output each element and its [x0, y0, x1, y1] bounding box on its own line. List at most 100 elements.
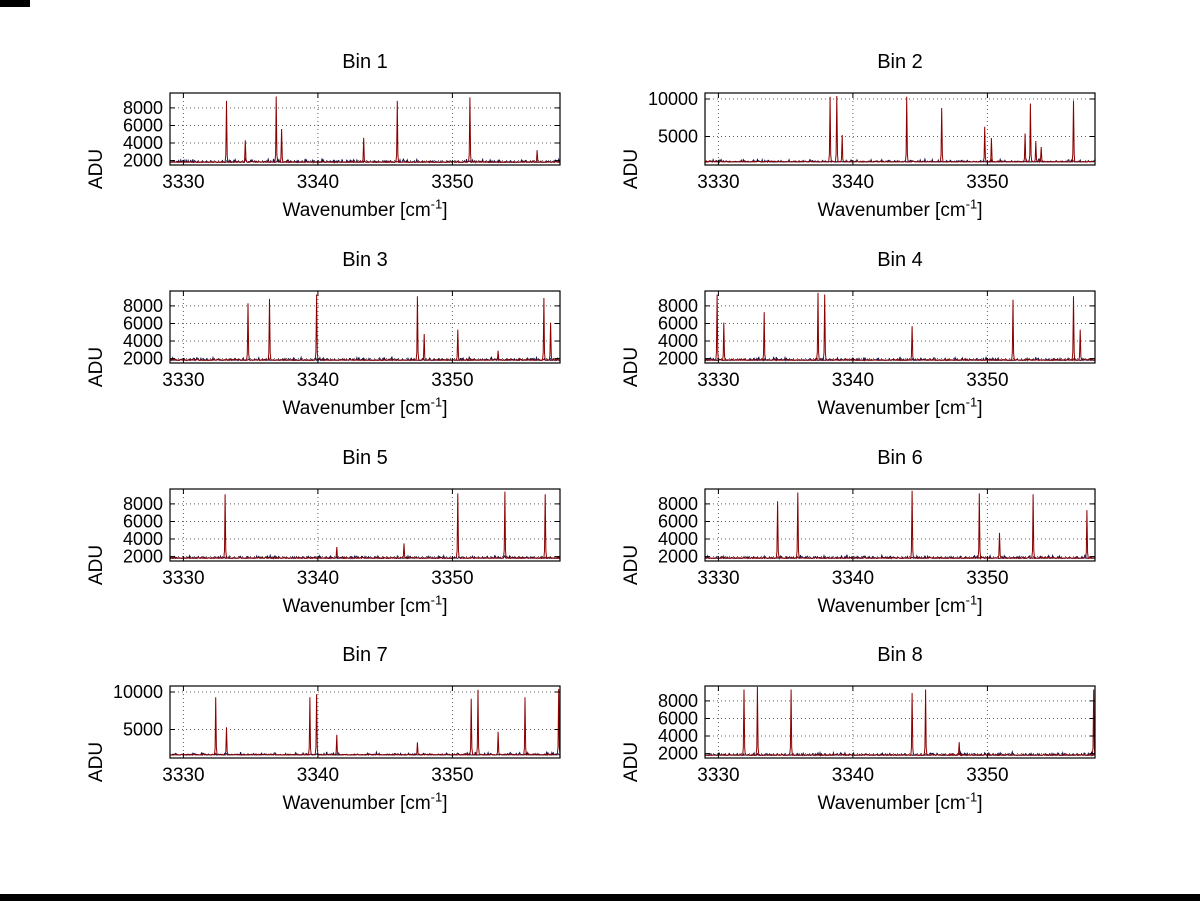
plot-title-bin-3: Bin 3 [342, 249, 388, 271]
svg-text:4000: 4000 [123, 133, 163, 153]
svg-text:8000: 8000 [123, 494, 163, 514]
svg-text:10000: 10000 [648, 90, 698, 109]
x-axis-label-end: ] [442, 793, 448, 814]
svg-text:3350: 3350 [966, 172, 1008, 193]
svg-text:5000: 5000 [123, 720, 163, 740]
x-axis-label-superscript: -1 [965, 196, 978, 212]
x-axis-label-end: ] [977, 398, 983, 419]
plot-title-bin-2: Bin 2 [877, 51, 923, 73]
svg-text:3330: 3330 [162, 765, 204, 786]
svg-text:2000: 2000 [123, 547, 163, 567]
svg-text:3350: 3350 [431, 370, 473, 391]
svg-text:3330: 3330 [162, 370, 204, 391]
x-axis-label-superscript: -1 [430, 394, 443, 410]
svg-text:3340: 3340 [832, 370, 874, 391]
svg-text:2000: 2000 [658, 547, 698, 567]
x-axis-label: Wavenumber [cm-1] [705, 592, 1095, 618]
x-axis-label-end: ] [442, 200, 448, 221]
x-axis-label-end: ] [442, 398, 448, 419]
svg-text:6000: 6000 [123, 116, 163, 136]
x-axis-label-superscript: -1 [965, 592, 978, 608]
subplot-bin-2: Bin 2 ADU 3330 3340 3350 5000 10000 Wavenumb… [610, 50, 1120, 248]
svg-text:2000: 2000 [658, 744, 698, 764]
svg-text:3340: 3340 [832, 172, 874, 193]
svg-text:6000: 6000 [123, 314, 163, 334]
svg-text:3340: 3340 [832, 765, 874, 786]
subplot-bin-8: Bin 8 ADU 3330 3340 3350 2000 4000 6000 8000 W… [610, 643, 1120, 841]
plot-title-bin-4: Bin 4 [877, 249, 923, 271]
axes-bin-7: 3330 3340 3350 5000 10000 [113, 683, 561, 786]
svg-text:3330: 3330 [697, 172, 739, 193]
svg-text:3340: 3340 [297, 172, 339, 193]
plot-title-bin-8: Bin 8 [877, 644, 923, 666]
svg-text:3340: 3340 [297, 568, 339, 589]
svg-text:4000: 4000 [658, 331, 698, 351]
axes-bin-2: 3330 3340 3350 5000 10000 [648, 90, 1096, 193]
svg-text:6000: 6000 [658, 314, 698, 334]
svg-text:3330: 3330 [697, 568, 739, 589]
svg-text:5000: 5000 [658, 127, 698, 147]
svg-text:6000: 6000 [123, 512, 163, 532]
subplot-bin-1: Bin 1 ADU 3330 3340 3350 2000 4000 6000 8000 W… [75, 50, 585, 248]
x-axis-label-superscript: -1 [965, 394, 978, 410]
svg-text:3330: 3330 [697, 370, 739, 391]
x-axis-label-text: Wavenumber [cm [282, 200, 431, 221]
plot-title-bin-7: Bin 7 [342, 644, 388, 666]
plot-title-bin-5: Bin 5 [342, 447, 388, 469]
x-axis-label-text: Wavenumber [cm [817, 596, 966, 617]
x-axis-label-end: ] [977, 793, 983, 814]
svg-text:3350: 3350 [431, 568, 473, 589]
x-axis-label-text: Wavenumber [cm [282, 793, 431, 814]
subplot-bin-3: Bin 3 ADU 3330 3340 3350 2000 4000 6000 8000 W… [75, 248, 585, 446]
svg-text:3350: 3350 [966, 370, 1008, 391]
svg-text:4000: 4000 [123, 331, 163, 351]
x-axis-label-end: ] [977, 596, 983, 617]
svg-text:3330: 3330 [697, 765, 739, 786]
svg-text:3340: 3340 [297, 370, 339, 391]
svg-text:2000: 2000 [658, 349, 698, 369]
svg-text:4000: 4000 [658, 529, 698, 549]
svg-text:3330: 3330 [162, 172, 204, 193]
svg-text:2000: 2000 [123, 349, 163, 369]
x-axis-label-superscript: -1 [430, 592, 443, 608]
x-axis-label: Wavenumber [cm-1] [705, 789, 1095, 815]
svg-text:2000: 2000 [123, 151, 163, 171]
x-axis-label-end: ] [442, 596, 448, 617]
svg-text:3340: 3340 [832, 568, 874, 589]
x-axis-label-text: Wavenumber [cm [817, 200, 966, 221]
x-axis-label-text: Wavenumber [cm [282, 596, 431, 617]
subplot-bin-7: Bin 7 ADU 3330 3340 3350 5000 10000 Wavenumb… [75, 643, 585, 841]
x-axis-label: Wavenumber [cm-1] [170, 592, 560, 618]
x-axis-label: Wavenumber [cm-1] [705, 196, 1095, 222]
x-axis-label-text: Wavenumber [cm [817, 398, 966, 419]
svg-text:3350: 3350 [966, 765, 1008, 786]
svg-text:3330: 3330 [162, 568, 204, 589]
svg-text:3350: 3350 [966, 568, 1008, 589]
x-axis-label-superscript: -1 [430, 789, 443, 805]
x-axis-label-text: Wavenumber [cm [817, 793, 966, 814]
svg-text:3340: 3340 [297, 765, 339, 786]
subplot-bin-6: Bin 6 ADU 3330 3340 3350 2000 4000 6000 8000 W… [610, 446, 1120, 644]
x-axis-label-superscript: -1 [430, 196, 443, 212]
x-axis-label: Wavenumber [cm-1] [170, 789, 560, 815]
svg-text:8000: 8000 [123, 296, 163, 316]
plot-title-bin-6: Bin 6 [877, 447, 923, 469]
svg-text:8000: 8000 [658, 494, 698, 514]
svg-text:4000: 4000 [658, 726, 698, 746]
x-axis-label: Wavenumber [cm-1] [170, 394, 560, 420]
svg-text:10000: 10000 [113, 683, 163, 702]
subplot-bin-4: Bin 4 ADU 3330 3340 3350 2000 4000 6000 8000 W… [610, 248, 1120, 446]
x-axis-label-text: Wavenumber [cm [282, 398, 431, 419]
top-left-screen-artifact [0, 0, 30, 7]
x-axis-label: Wavenumber [cm-1] [705, 394, 1095, 420]
x-axis-label: Wavenumber [cm-1] [170, 196, 560, 222]
svg-text:8000: 8000 [658, 296, 698, 316]
x-axis-label-superscript: -1 [965, 789, 978, 805]
bottom-screen-bar [0, 894, 1200, 901]
